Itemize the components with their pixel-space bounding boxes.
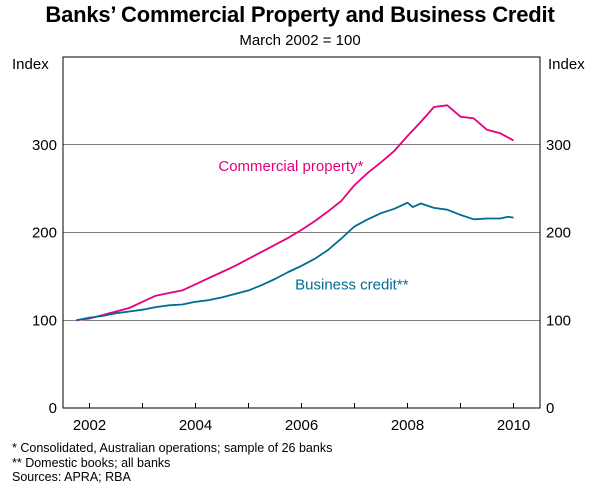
- y-axis-label-left: Index: [12, 56, 49, 73]
- y-tick-label-right-0: 0: [546, 400, 554, 417]
- footnote-2: ** Domestic books; all banks: [12, 455, 171, 470]
- series-label-commercial-property: Commercial property*: [218, 158, 363, 175]
- y-tick-label-left-100: 100: [32, 312, 57, 329]
- series-label-business-credit: Business credit**: [295, 277, 409, 294]
- axis-ticks: 0 0 100 100 200 200 300 300 2002 2004 2006 2008 2010: [32, 137, 571, 434]
- y-tick-label-right-200: 200: [546, 225, 571, 242]
- footnotes: * Consolidated, Australian operations; s…: [12, 441, 332, 485]
- x-tick-label-2008: 2008: [391, 417, 424, 434]
- series-lines: [76, 104, 514, 322]
- x-tick-label-2004: 2004: [179, 417, 212, 434]
- gridlines: [63, 144, 540, 321]
- y-tick-label-right-300: 300: [546, 137, 571, 154]
- x-tick-label-2010: 2010: [497, 417, 530, 434]
- y-tick-label-left-200: 200: [32, 225, 57, 242]
- x-tick-label-2006: 2006: [285, 417, 318, 434]
- series-line-commercial-property: [76, 104, 514, 322]
- x-tick-label-2002: 2002: [73, 417, 106, 434]
- series-line-business-credit: [76, 201, 514, 322]
- y-tick-label-right-100: 100: [546, 312, 571, 329]
- footnote-sources: Sources: APRA; RBA: [12, 470, 131, 484]
- footnote-1: * Consolidated, Australian operations; s…: [12, 441, 333, 455]
- y-tick-label-left-300: 300: [32, 137, 57, 154]
- y-tick-label-left-0: 0: [49, 400, 57, 417]
- series-annotations: Commercial property* Business credit**: [218, 158, 408, 293]
- chart-subtitle: March 2002 = 100: [239, 32, 361, 49]
- chart-title: Banks’ Commercial Property and Business …: [45, 2, 555, 27]
- y-axis-label-right: Index: [548, 56, 585, 73]
